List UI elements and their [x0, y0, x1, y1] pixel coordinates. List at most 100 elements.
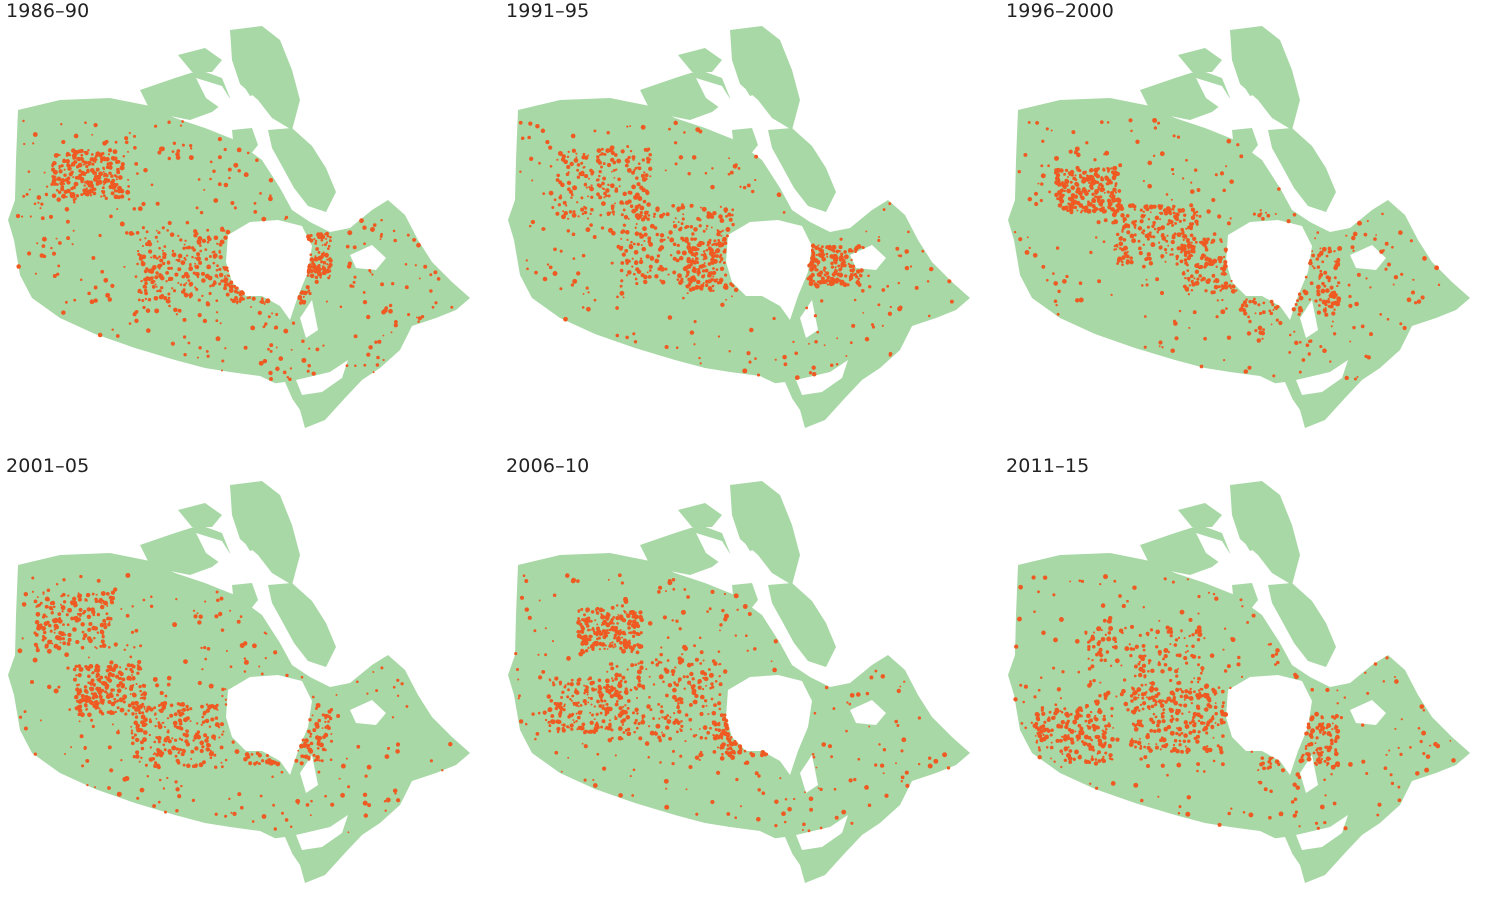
fire-point	[1138, 673, 1142, 677]
fire-point	[182, 713, 185, 716]
fire-point	[326, 301, 328, 303]
fire-point	[188, 342, 191, 345]
fire-point	[1326, 255, 1329, 258]
fire-point	[599, 648, 601, 650]
fire-point	[715, 680, 718, 683]
fire-point	[584, 641, 589, 646]
fire-point	[834, 788, 837, 791]
fire-point	[224, 283, 227, 286]
fire-point	[726, 752, 730, 756]
fire-point	[193, 610, 195, 612]
fire-point	[194, 764, 198, 768]
fire-point	[777, 192, 782, 197]
fire-point	[848, 248, 852, 252]
fire-point	[699, 637, 702, 640]
fire-point	[942, 752, 947, 757]
fire-point	[215, 299, 218, 302]
fire-point	[1060, 195, 1064, 199]
fire-point	[373, 223, 377, 227]
fire-point	[1056, 173, 1060, 177]
fire-point	[1018, 237, 1022, 241]
fire-point	[1153, 729, 1157, 733]
fire-point	[1129, 260, 1133, 264]
fire-point	[692, 690, 697, 695]
fire-point	[588, 697, 590, 699]
fire-point	[94, 161, 96, 163]
fire-point	[1054, 703, 1057, 706]
fire-point	[639, 232, 642, 235]
fire-point	[175, 787, 179, 791]
fire-point	[51, 611, 54, 614]
fire-point	[1139, 747, 1142, 750]
fire-point	[673, 712, 675, 714]
fire-point	[189, 144, 192, 147]
fire-point	[1138, 667, 1143, 672]
fire-point	[298, 296, 302, 300]
fire-point	[668, 315, 673, 320]
fire-point	[340, 305, 343, 308]
fire-point	[719, 708, 722, 711]
fire-point	[1322, 348, 1327, 353]
fire-point	[1308, 340, 1311, 343]
fire-point	[132, 692, 136, 696]
fire-point	[814, 340, 818, 344]
fire-point	[168, 297, 171, 300]
fire-point	[1164, 248, 1167, 251]
fire-point	[363, 300, 367, 304]
fire-point	[687, 172, 690, 175]
land-shape	[178, 48, 222, 72]
fire-point	[648, 621, 653, 626]
fire-point	[1062, 279, 1067, 284]
fire-point	[616, 604, 618, 606]
fire-point	[80, 622, 84, 626]
fire-point	[596, 611, 599, 614]
fire-point	[706, 610, 709, 613]
fire-point	[709, 727, 712, 730]
fire-point	[849, 279, 851, 281]
fire-point	[79, 608, 83, 612]
fire-point	[1272, 374, 1275, 377]
fire-point	[1248, 320, 1251, 323]
fire-point	[157, 765, 161, 769]
fire-point	[665, 268, 668, 271]
fire-point	[104, 676, 107, 679]
fire-point	[1067, 189, 1071, 193]
fire-point	[716, 771, 720, 775]
fire-point	[1031, 575, 1035, 579]
fire-point	[352, 285, 355, 288]
fire-point	[405, 263, 408, 266]
fire-point	[1174, 739, 1177, 742]
fire-point	[621, 738, 623, 740]
fire-point	[711, 686, 714, 689]
fire-point	[101, 591, 106, 596]
fire-point	[53, 619, 57, 623]
fire-point	[1089, 251, 1092, 254]
fire-point	[808, 343, 810, 345]
fire-point	[63, 600, 66, 603]
fire-point	[165, 271, 169, 275]
fire-point	[724, 248, 727, 251]
fire-point	[1179, 310, 1182, 313]
fire-point	[258, 311, 262, 315]
fire-point	[673, 224, 677, 228]
fire-point	[54, 632, 56, 634]
fire-point	[373, 371, 375, 373]
fire-point	[1185, 288, 1189, 292]
fire-point	[793, 798, 795, 800]
fire-point	[318, 719, 322, 723]
fire-point	[153, 677, 158, 682]
fire-point	[177, 709, 181, 713]
fire-point	[90, 184, 94, 188]
fire-point	[429, 273, 432, 276]
fire-point	[624, 249, 628, 253]
fire-point	[1171, 240, 1175, 244]
fire-point	[327, 247, 330, 250]
panel-title: 1991–95	[506, 0, 589, 22]
fire-point	[928, 764, 933, 769]
fire-point	[609, 723, 612, 726]
fire-point	[85, 759, 89, 763]
fire-point	[626, 145, 629, 148]
fire-point	[180, 283, 182, 285]
fire-point	[706, 705, 708, 707]
fire-point	[306, 291, 308, 293]
